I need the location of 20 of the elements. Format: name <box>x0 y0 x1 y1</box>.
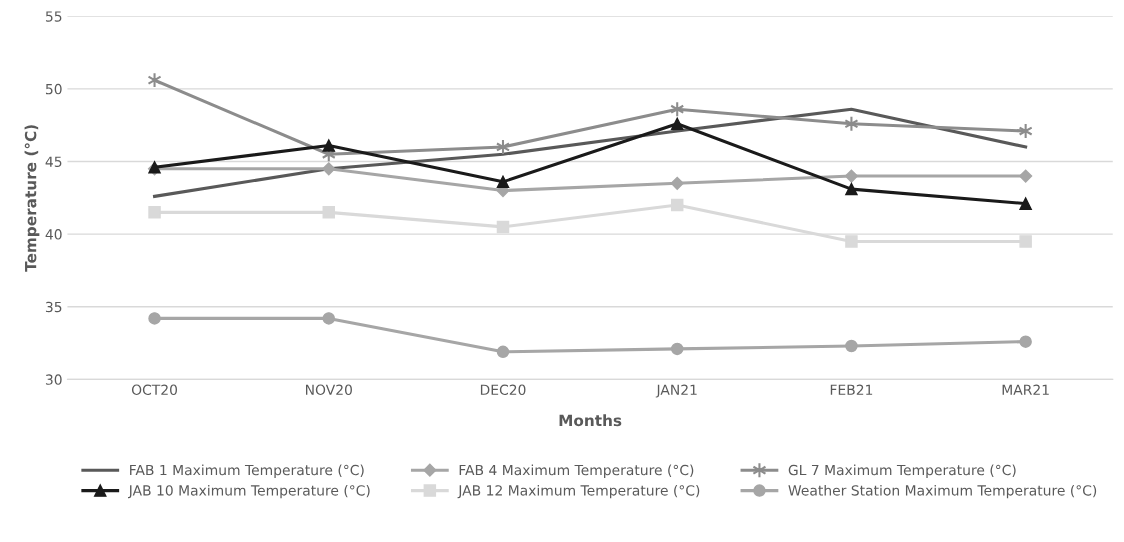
legend-label: JAB 10 Maximum Temperature (°C) <box>128 484 370 499</box>
x-tick-label: NOV20 <box>306 384 352 396</box>
x-tick-label: MAR21 <box>1002 384 1049 395</box>
x-tick-label: DEC20 <box>480 384 526 396</box>
y-tick-label: 35 <box>45 301 62 313</box>
legend-label: JAB 12 Maximum Temperature (°C) <box>457 484 700 499</box>
x-tick-label: OCT20 <box>131 384 178 396</box>
y-tick-label: 50 <box>45 83 62 95</box>
y-tick-label: 45 <box>45 156 62 167</box>
y-tick-label: 40 <box>45 229 62 240</box>
x-tick-label: JAN21 <box>655 384 697 398</box>
legend-label: Weather Station Maximum Temperature (°C) <box>788 484 1097 499</box>
legend-label: GL 7 Maximum Temperature (°C) <box>788 464 1016 478</box>
x-tick-label: FEB21 <box>830 384 873 395</box>
x-axis-title: Months <box>559 414 622 427</box>
y-tick-label: 30 <box>45 374 62 385</box>
legend-label: FAB 1 Maximum Temperature (°C) <box>130 464 364 478</box>
legend-label: FAB 4 Maximum Temperature (°C) <box>459 464 694 478</box>
y-tick-label: 55 <box>45 11 62 22</box>
y-axis-title: Temperature (°C) <box>24 125 40 272</box>
